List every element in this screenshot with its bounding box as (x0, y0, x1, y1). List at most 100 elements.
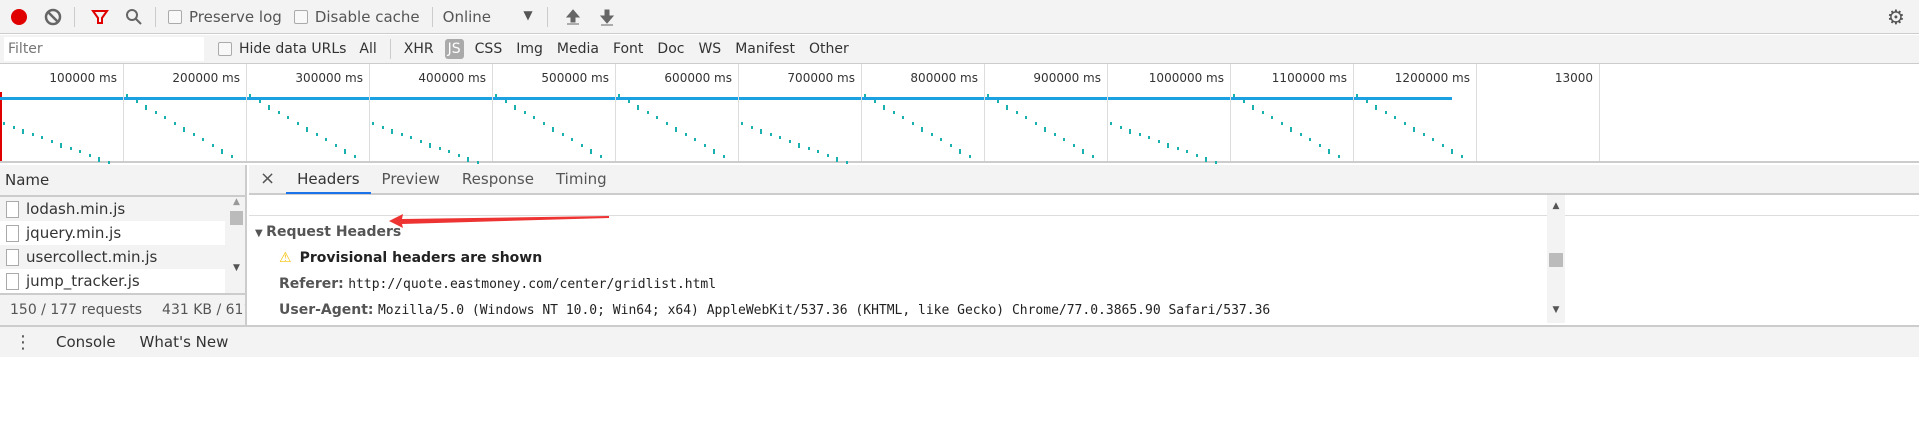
filter-type-img[interactable]: Img (516, 41, 543, 57)
filter-type-font[interactable]: Font (612, 41, 644, 57)
request-name: usercollect.min.js (26, 248, 158, 266)
request-name: lodash.min.js (26, 200, 126, 218)
request-dot (1015, 110, 1018, 114)
request-dot (325, 138, 327, 141)
request-dot (3, 122, 5, 125)
tab-response[interactable]: Response (461, 170, 534, 188)
tick-label: 700000 ms (787, 71, 855, 85)
request-dot (911, 121, 914, 125)
request-dot (1309, 138, 1311, 141)
filter-type-all[interactable]: All (359, 41, 377, 57)
request-dot (410, 136, 412, 139)
request-dot (438, 146, 441, 150)
request-dot (1280, 121, 1283, 125)
request-dot (873, 99, 876, 103)
request-row[interactable]: usercollect.min.js (0, 245, 225, 269)
request-dot (1318, 143, 1321, 147)
gear-icon[interactable]: ⚙ (1887, 4, 1905, 29)
filter-type-xhr[interactable]: XHR (403, 41, 434, 57)
divider (155, 6, 156, 27)
request-dot (684, 132, 687, 136)
request-dot (41, 136, 43, 139)
grid-line (984, 64, 985, 161)
request-dot (1328, 149, 1330, 154)
request-list: lodash.min.js jquery.min.js usercollect.… (0, 197, 245, 293)
details-tabs: × Headers Preview Response Timing (249, 165, 1919, 195)
filter-type-js[interactable]: JS (444, 39, 464, 59)
request-dot (1195, 153, 1198, 157)
tab-console[interactable]: Console (56, 333, 116, 351)
request-row[interactable]: jquery.min.js (0, 221, 225, 245)
record-button[interactable] (4, 2, 34, 32)
request-row[interactable]: lodash.min.js (0, 197, 225, 221)
filter-type-ws[interactable]: WS (698, 41, 722, 57)
tick-label: 600000 ms (664, 71, 732, 85)
close-icon[interactable]: × (260, 168, 276, 189)
request-list-scrollbar[interactable]: ▲ ▼ (228, 197, 245, 287)
tick-label: 1200000 ms (1394, 71, 1470, 85)
tab-timing[interactable]: Timing (555, 170, 607, 188)
request-dot (864, 94, 866, 97)
request-dot (1384, 110, 1387, 114)
more-menu-icon[interactable]: ⋮ (14, 331, 32, 353)
clear-button[interactable] (38, 2, 68, 32)
filter-type-media[interactable]: Media (556, 41, 599, 57)
request-headers-section[interactable]: ▼ Request Headers (249, 214, 1919, 240)
request-dot (656, 116, 658, 119)
request-dot (552, 127, 554, 132)
filter-input[interactable] (4, 37, 204, 61)
request-row[interactable]: jump_tracker.js (0, 269, 225, 293)
network-overview[interactable]: 100000 ms 200000 ms 300000 ms 400000 ms 5000… (0, 64, 1919, 164)
request-dot (959, 149, 961, 154)
filter-type-other[interactable]: Other (808, 41, 849, 57)
start-marker (0, 92, 2, 161)
tab-whats-new[interactable]: What's New (139, 333, 229, 351)
request-dot (646, 110, 649, 114)
import-har-icon[interactable] (558, 2, 588, 32)
request-dot (561, 132, 564, 136)
request-dot (69, 146, 72, 150)
request-dot (949, 143, 952, 147)
request-dot (88, 153, 91, 157)
filter-bar: Hide data URLs All XHR JS CSS Img Media … (0, 35, 1919, 64)
filter-type-manifest[interactable]: Manifest (735, 41, 795, 57)
request-dot (930, 132, 933, 136)
request-dot (154, 110, 157, 114)
throttle-select[interactable]: Online ▼ (443, 8, 533, 26)
divider (389, 39, 391, 59)
disable-cache-label: Disable cache (314, 7, 420, 26)
request-dot (344, 149, 346, 154)
request-dot (1403, 121, 1406, 125)
request-dot (429, 143, 431, 148)
filter-type-css[interactable]: CSS (474, 41, 503, 57)
file-icon (6, 224, 19, 242)
status-bar: 150 / 177 requests 431 KB / 611 KB (0, 293, 245, 325)
request-dot (1242, 99, 1245, 103)
tab-headers[interactable]: Headers (286, 164, 371, 194)
request-dot (249, 94, 251, 97)
name-column-header[interactable]: Name (0, 165, 245, 197)
chevron-down-icon: ▼ (523, 7, 533, 22)
request-dot (883, 105, 885, 110)
grid-line (1107, 64, 1108, 161)
hide-data-urls-checkbox[interactable]: Hide data URLs (218, 41, 346, 57)
disable-cache-checkbox[interactable]: Disable cache (293, 7, 420, 26)
tick-label: 900000 ms (1033, 71, 1101, 85)
request-dot (665, 121, 668, 125)
tab-preview[interactable]: Preview (381, 170, 440, 188)
request-dot (1176, 146, 1179, 150)
file-icon (6, 200, 19, 218)
search-icon[interactable] (119, 2, 149, 32)
details-scrollbar[interactable]: ▲ ▼ (1547, 195, 1565, 323)
request-dot (1394, 116, 1396, 119)
preserve-log-checkbox[interactable]: Preserve log (168, 8, 282, 26)
headers-view: ▼ Request Headers ⚠ Provisional headers a… (249, 195, 1919, 323)
request-dot (448, 150, 450, 153)
request-dot (1034, 121, 1037, 125)
filter-icon[interactable] (85, 2, 115, 32)
request-dot (1044, 127, 1046, 132)
request-dot (1157, 139, 1160, 143)
filter-type-doc[interactable]: Doc (657, 41, 685, 57)
export-har-icon[interactable] (592, 2, 622, 32)
request-dot (419, 139, 422, 143)
